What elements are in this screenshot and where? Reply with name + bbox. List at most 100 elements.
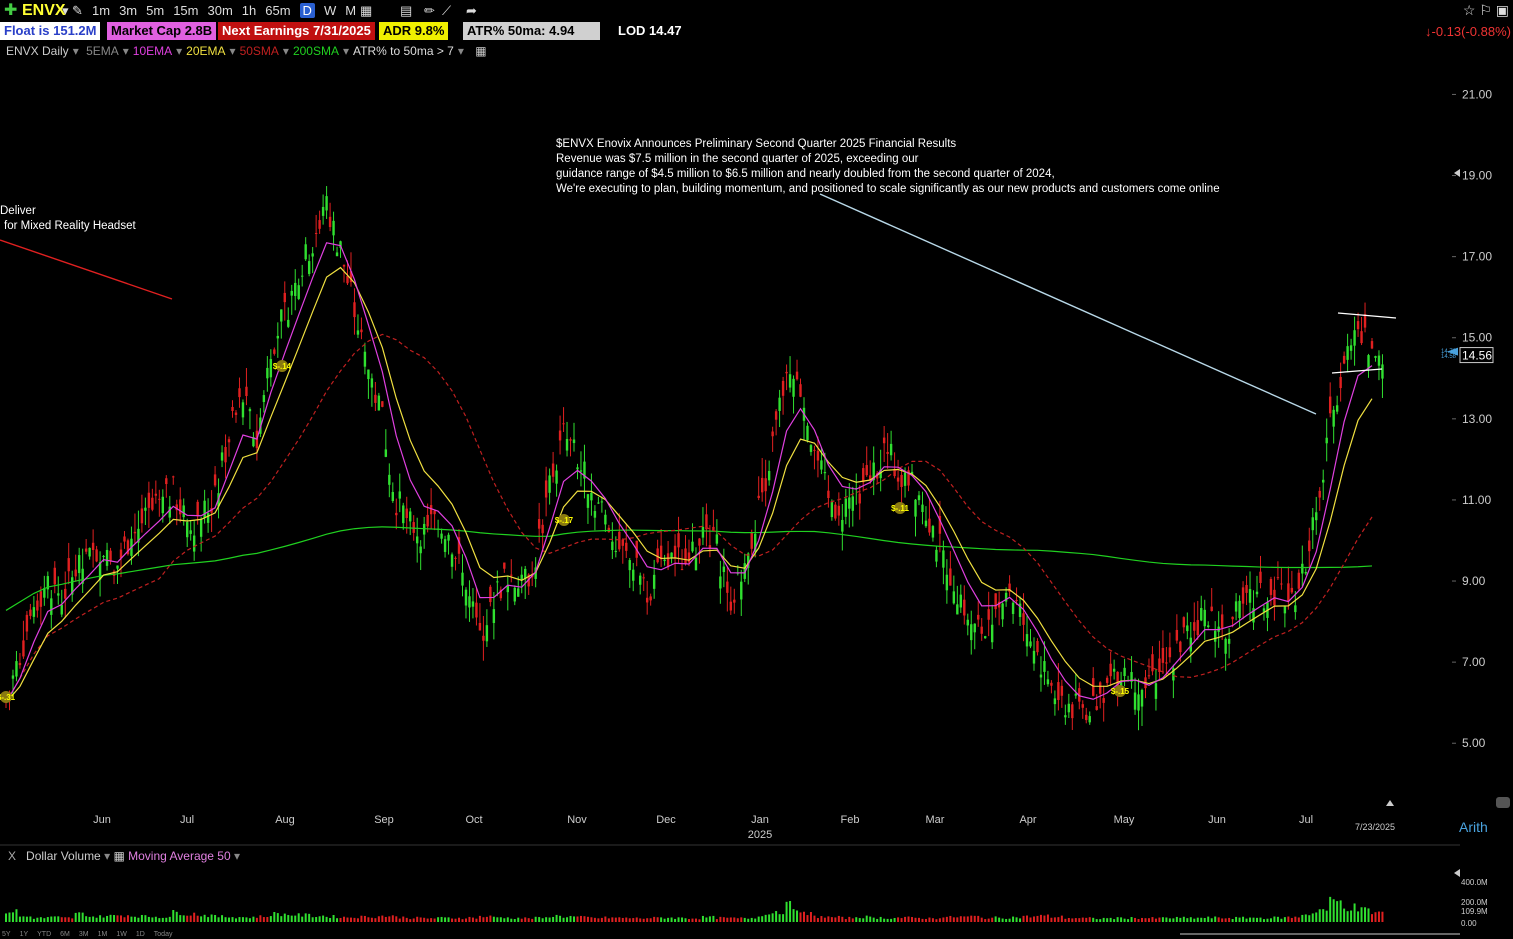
volume-bar xyxy=(119,915,122,922)
chart-name[interactable]: ENVX Daily xyxy=(6,44,69,58)
candle-body xyxy=(478,622,482,631)
ruler-icon[interactable]: ⟋ xyxy=(442,3,452,18)
earnings-marker-label: $-.14 xyxy=(273,362,292,371)
candle-body xyxy=(893,468,896,477)
candle-body xyxy=(1067,703,1071,713)
timeframe-1m[interactable]: 1m xyxy=(92,3,111,18)
grid-icon[interactable]: ▤ xyxy=(400,3,413,18)
candle-body xyxy=(123,536,126,542)
range-3M[interactable]: 3M xyxy=(78,931,89,938)
volume-bar xyxy=(193,912,196,922)
volume-bar xyxy=(346,917,349,922)
candle-body xyxy=(652,574,656,589)
timeframe-30m[interactable]: 30m xyxy=(207,3,233,18)
range-1Y[interactable]: 1Y xyxy=(19,931,29,938)
chart-type-icon[interactable]: ▦ xyxy=(360,3,373,18)
range-6M[interactable]: 6M xyxy=(60,931,70,938)
volume-bar xyxy=(1381,911,1384,922)
y-tick-label: 7.00 xyxy=(1462,655,1486,669)
table-icon[interactable]: ▦ xyxy=(475,44,487,58)
volume-bar xyxy=(1210,918,1213,922)
volume-bar xyxy=(1196,917,1199,922)
candle-body xyxy=(513,587,516,602)
candle-body xyxy=(154,493,158,496)
range-1W[interactable]: 1W xyxy=(116,931,127,938)
indicator-1[interactable]: 10EMA xyxy=(132,44,173,58)
last-price-arrow xyxy=(1447,347,1458,356)
volume-bar xyxy=(475,918,478,922)
share-icon[interactable]: ➦ xyxy=(466,3,477,18)
timeframe-5m[interactable]: 5m xyxy=(146,3,165,18)
arith-label[interactable]: Arith xyxy=(1459,819,1488,835)
volume-bar xyxy=(81,912,84,922)
timeframe-65m[interactable]: 65m xyxy=(265,3,291,18)
indicator-2[interactable]: 20EMA xyxy=(186,44,226,58)
candle-body xyxy=(1283,606,1287,614)
candle-body xyxy=(862,468,865,483)
draw-icon[interactable]: ✎ xyxy=(72,3,83,18)
range-5Y[interactable]: 5Y xyxy=(2,931,11,938)
volume-bar xyxy=(1262,919,1265,922)
candle-body xyxy=(168,506,171,518)
candle-body xyxy=(1092,678,1095,696)
candle-body xyxy=(266,367,269,379)
earnings-marker xyxy=(894,502,906,514)
candle-body xyxy=(1018,603,1022,618)
timeframe-3m[interactable]: 3m xyxy=(119,3,138,18)
candle-body xyxy=(144,507,147,511)
indicator-0[interactable]: 5EMA xyxy=(86,44,119,58)
volume-bar xyxy=(133,916,136,922)
indicator-3[interactable]: 50SMA xyxy=(239,44,279,58)
symbol-field[interactable]: ENVX xyxy=(22,2,66,19)
candle-body xyxy=(60,604,63,615)
timeframe-W[interactable]: W xyxy=(323,3,337,18)
candle-body xyxy=(395,512,398,516)
volume-bar xyxy=(604,916,607,922)
volume-label[interactable]: Dollar Volume xyxy=(26,849,101,863)
candle-body xyxy=(701,526,705,538)
candle-body xyxy=(203,500,206,518)
indicator-5[interactable]: ATR% to 50ma > 7 xyxy=(353,44,454,58)
timeframe-1h[interactable]: 1h xyxy=(241,3,257,18)
add-icon[interactable]: ✚ xyxy=(4,2,18,19)
timeframe-15m[interactable]: 15m xyxy=(173,3,199,18)
range-1D[interactable]: 1D xyxy=(135,931,145,938)
volume-ma-label[interactable]: Moving Average 50 xyxy=(128,849,231,863)
volume-bar xyxy=(113,915,116,922)
range-YTD[interactable]: YTD xyxy=(37,931,52,938)
volume-bar xyxy=(1357,911,1360,922)
volume-bar xyxy=(796,910,799,922)
volume-bar xyxy=(970,915,973,922)
timeframe-M[interactable]: M xyxy=(345,3,357,18)
volume-bar xyxy=(952,917,955,922)
volume-bar xyxy=(471,917,474,922)
volume-bar xyxy=(708,916,711,922)
table-icon[interactable]: ▦ xyxy=(113,849,125,863)
volume-bar xyxy=(1008,918,1011,922)
volume-bar xyxy=(1339,900,1342,922)
candle-body xyxy=(1290,587,1294,593)
volume-bar xyxy=(1350,910,1353,922)
candle-body xyxy=(666,553,670,568)
volume-bar xyxy=(625,917,628,922)
pencil-icon[interactable]: ✏ xyxy=(424,3,435,18)
candle-body xyxy=(555,470,558,484)
sma200-line xyxy=(5,526,1373,611)
volume-bar xyxy=(600,917,603,922)
left-annotation[interactable]: Deliver for Mixed Reality Headset xyxy=(0,204,136,234)
news-annotation[interactable]: $ENVX Enovix Announces Preliminary Secon… xyxy=(556,137,1220,197)
close-icon[interactable]: X xyxy=(8,849,17,863)
volume-bar xyxy=(360,915,363,922)
range-1M[interactable]: 1M xyxy=(97,931,108,938)
volume-bar xyxy=(531,918,534,922)
right-toolbar-icons[interactable]: ☆ ⚐ ▣ xyxy=(1462,2,1509,18)
dropdown-icon[interactable]: ▾ xyxy=(62,3,69,18)
candle-body xyxy=(1112,668,1116,672)
volume-bar xyxy=(660,917,663,922)
timeframe-D[interactable]: D xyxy=(299,3,315,18)
range-Today[interactable]: Today xyxy=(153,931,173,938)
indicator-4[interactable]: 200SMA xyxy=(292,44,339,58)
candle-body xyxy=(1193,622,1196,631)
volume-bar xyxy=(538,917,541,922)
